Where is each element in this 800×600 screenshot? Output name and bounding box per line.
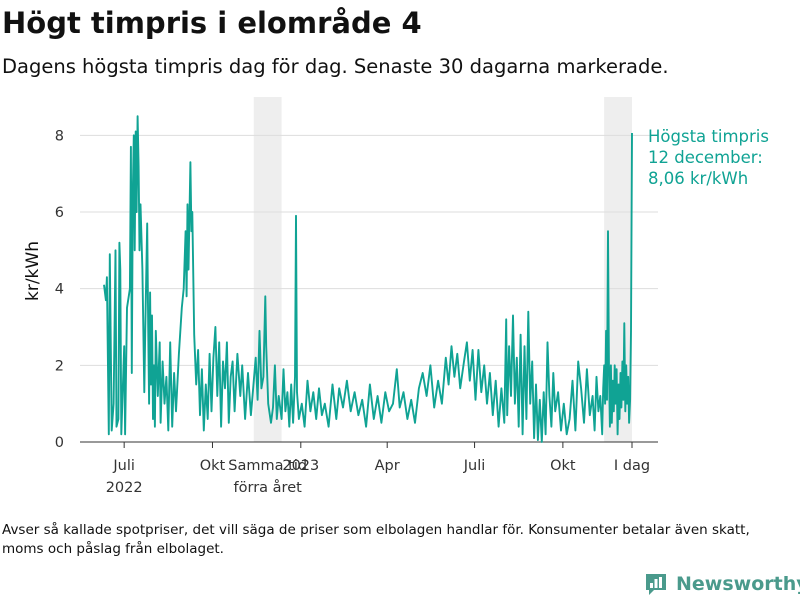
bar-chart-icon	[646, 574, 666, 595]
y-tick-label: 2	[55, 358, 64, 374]
footnote: Avser så kallade spotpriser, det vill sä…	[2, 522, 750, 557]
annotation-group: Högsta timpris 12 december: 8,06 kr/kWh	[648, 127, 769, 188]
y-axis: 0 2 4 6 8	[55, 128, 64, 451]
price-line-chart: 0 2 4 6 8 Juli 2022 Okt 2023 Apr Juli Okt I dag Samm…	[23, 97, 769, 496]
x-tick-label-line2: 2022	[106, 480, 143, 496]
annotation-line-2: 8,06 kr/kWh	[648, 169, 748, 188]
y-axis-label: kr/kWh	[23, 241, 43, 301]
x-tick-label: Juli	[463, 458, 486, 474]
x-tick-label: I dag	[614, 458, 650, 474]
band-label-line2: förra året	[234, 479, 303, 496]
y-tick-label: 0	[55, 435, 64, 451]
page-subtitle: Dagens högsta timpris dag för dag. Senas…	[2, 55, 669, 78]
x-tick-label: Okt	[200, 458, 226, 474]
newsworthy-logo[interactable]: Newsworthy	[644, 571, 800, 597]
x-tick-label: 2023	[282, 458, 319, 474]
y-tick-label: 8	[55, 128, 64, 144]
x-axis: Juli 2022 Okt 2023 Apr Juli Okt I dag Samma tid f…	[106, 442, 650, 496]
annotation-line-1: 12 december:	[648, 148, 763, 167]
page-title: Högt timpris i elområde 4	[2, 6, 422, 40]
series-group	[103, 115, 633, 443]
y-tick-label: 4	[55, 282, 64, 298]
brand-name: Newsworthy	[676, 573, 800, 595]
grid-lines	[80, 134, 658, 443]
x-tick-label: Juli	[112, 458, 135, 474]
x-tick-label: Okt	[550, 458, 576, 474]
x-tick-label: Apr	[375, 458, 400, 474]
series-line-0	[103, 115, 633, 443]
band-label: Samma tid	[228, 458, 307, 474]
annotation-line-0: Högsta timpris	[648, 127, 769, 146]
y-tick-label: 6	[55, 205, 64, 221]
